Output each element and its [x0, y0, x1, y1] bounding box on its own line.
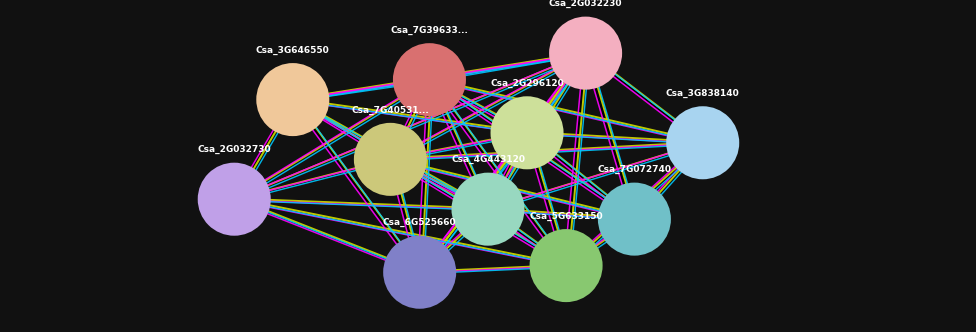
Text: Csa_5G633150: Csa_5G633150 [529, 211, 603, 221]
Text: Csa_3G838140: Csa_3G838140 [666, 89, 740, 98]
Text: Csa_7G40531...: Csa_7G40531... [351, 105, 429, 115]
Text: Csa_7G39633...: Csa_7G39633... [390, 26, 468, 35]
Ellipse shape [452, 173, 524, 246]
Text: Csa_6G525660: Csa_6G525660 [383, 218, 457, 227]
Ellipse shape [257, 63, 329, 136]
Ellipse shape [198, 163, 270, 236]
Text: Csa_2G032230: Csa_2G032230 [549, 0, 623, 8]
Text: Csa_7G072740: Csa_7G072740 [597, 165, 671, 174]
Ellipse shape [491, 96, 563, 169]
Text: Csa_4G443120: Csa_4G443120 [451, 155, 525, 164]
Text: Csa_3G646550: Csa_3G646550 [256, 45, 330, 55]
Ellipse shape [354, 123, 427, 196]
Ellipse shape [549, 17, 622, 90]
Text: Csa_2G032730: Csa_2G032730 [197, 145, 271, 154]
Ellipse shape [530, 229, 602, 302]
Ellipse shape [667, 106, 739, 179]
Ellipse shape [598, 183, 671, 256]
Ellipse shape [384, 236, 456, 309]
Text: Csa_2G296120: Csa_2G296120 [490, 79, 564, 88]
Ellipse shape [393, 43, 466, 116]
